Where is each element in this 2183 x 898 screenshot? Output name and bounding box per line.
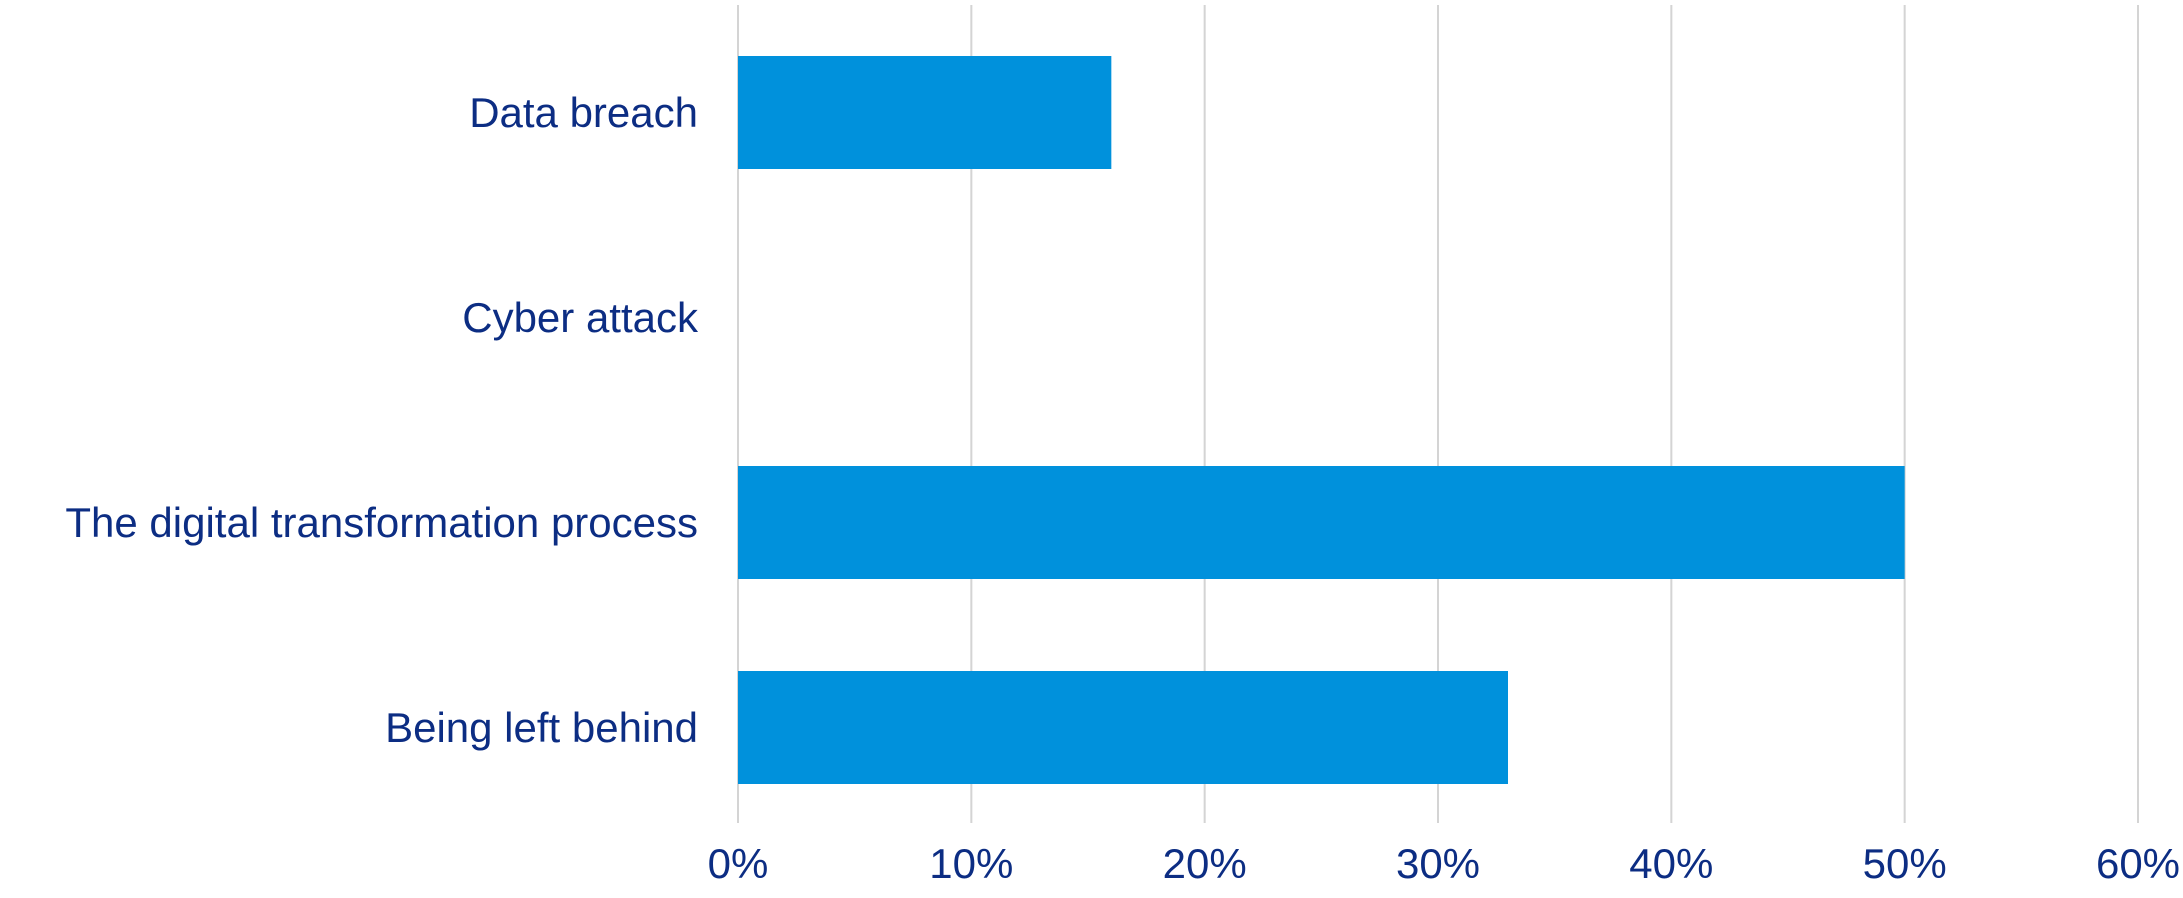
bars [738, 56, 1905, 784]
category-label: Cyber attack [462, 294, 699, 341]
bar-being-left-behind [738, 671, 1508, 784]
category-label: Data breach [469, 89, 698, 136]
x-tick-label: 30% [1396, 840, 1480, 887]
bar-the-digital-transformation-process [738, 466, 1905, 579]
bar-data-breach [738, 56, 1112, 169]
x-tick-label: 0% [708, 840, 769, 887]
x-tick-label: 10% [929, 840, 1013, 887]
x-tick-label: 60% [2096, 840, 2180, 887]
x-tick-label: 50% [1863, 840, 1947, 887]
x-tick-label: 40% [1629, 840, 1713, 887]
category-label: Being left behind [385, 704, 698, 751]
x-tick-label: 20% [1163, 840, 1247, 887]
category-label: The digital transformation process [65, 499, 698, 546]
category-labels: Data breach Cyber attack The digital trans… [65, 89, 699, 751]
x-tick-labels: 0% 10% 20% 30% 40% 50% 60% [708, 840, 2180, 887]
